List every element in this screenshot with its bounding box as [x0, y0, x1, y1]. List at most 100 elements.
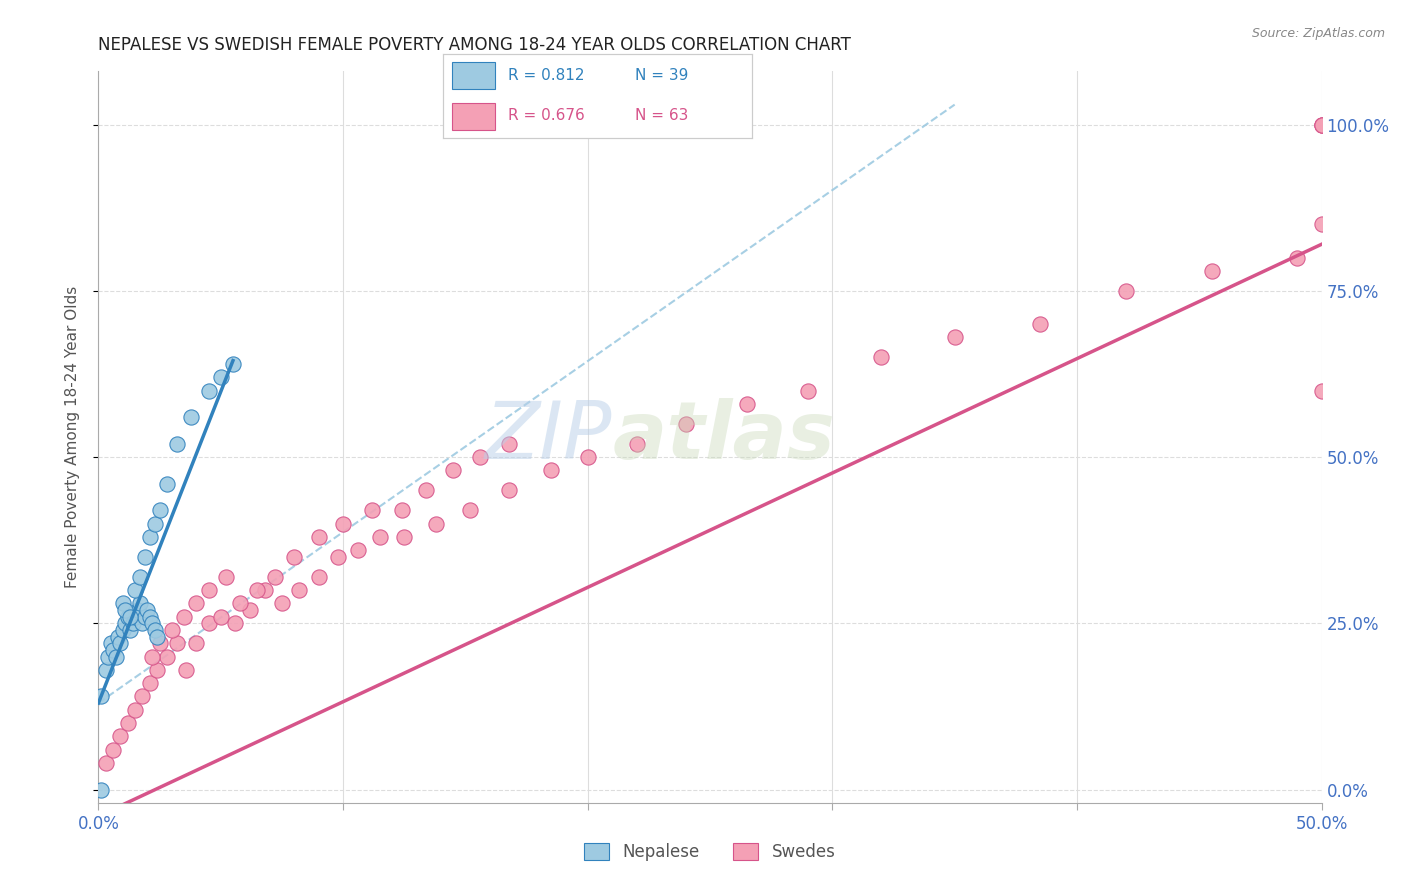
Point	[224, 616, 246, 631]
Point	[246, 582, 269, 597]
Point	[114, 603, 136, 617]
Point	[209, 370, 232, 384]
Point	[283, 549, 305, 564]
Point	[1310, 118, 1333, 132]
Point	[392, 530, 416, 544]
Point	[97, 649, 120, 664]
Point	[870, 351, 893, 365]
Point	[368, 530, 391, 544]
Point	[129, 570, 152, 584]
Point	[626, 436, 648, 450]
Point	[149, 636, 172, 650]
Text: N = 39: N = 39	[634, 68, 688, 83]
Point	[110, 636, 132, 650]
Point	[166, 436, 188, 450]
Point	[124, 582, 146, 597]
Point	[186, 596, 208, 610]
Point	[1310, 384, 1333, 398]
Point	[229, 596, 252, 610]
Point	[114, 616, 136, 631]
Y-axis label: Female Poverty Among 18-24 Year Olds: Female Poverty Among 18-24 Year Olds	[65, 286, 80, 588]
Point	[139, 609, 162, 624]
Point	[146, 630, 169, 644]
Point	[111, 596, 134, 610]
Point	[197, 582, 219, 597]
Point	[107, 630, 129, 644]
Point	[498, 436, 520, 450]
Point	[498, 483, 520, 498]
Point	[468, 450, 491, 464]
Point	[197, 384, 219, 398]
Point	[308, 530, 330, 544]
Point	[160, 623, 183, 637]
Point	[146, 663, 169, 677]
Point	[166, 636, 188, 650]
Point	[270, 596, 294, 610]
Text: atlas: atlas	[612, 398, 835, 476]
Point	[253, 582, 276, 597]
Point	[391, 503, 413, 517]
Point	[110, 729, 132, 743]
Point	[104, 649, 127, 664]
Bar	[453, 62, 495, 89]
Point	[143, 623, 166, 637]
Point	[943, 330, 966, 344]
Point	[143, 516, 166, 531]
Point	[90, 690, 112, 704]
Point	[124, 703, 146, 717]
Point	[156, 476, 179, 491]
Point	[141, 649, 163, 664]
Point	[117, 716, 139, 731]
Point	[94, 663, 117, 677]
Point	[141, 616, 163, 631]
Point	[332, 516, 354, 531]
Point	[117, 609, 139, 624]
Point	[540, 463, 562, 477]
Point	[1310, 217, 1333, 231]
Point	[100, 636, 122, 650]
Point	[101, 742, 124, 756]
Text: R = 0.812: R = 0.812	[508, 68, 585, 83]
Text: N = 63: N = 63	[634, 108, 688, 123]
Point	[797, 384, 820, 398]
Point	[94, 756, 117, 770]
Point	[415, 483, 437, 498]
Point	[197, 616, 219, 631]
Point	[288, 582, 311, 597]
Point	[111, 623, 134, 637]
Point	[129, 596, 152, 610]
Point	[1029, 317, 1052, 331]
Point	[139, 530, 162, 544]
Point	[1201, 264, 1223, 278]
Point	[173, 609, 195, 624]
Point	[1286, 251, 1309, 265]
Point	[131, 690, 153, 704]
Point	[1310, 118, 1333, 132]
Point	[136, 603, 159, 617]
Point	[239, 603, 262, 617]
Point	[1115, 284, 1137, 298]
Text: Source: ZipAtlas.com: Source: ZipAtlas.com	[1251, 27, 1385, 40]
Point	[361, 503, 384, 517]
Text: NEPALESE VS SWEDISH FEMALE POVERTY AMONG 18-24 YEAR OLDS CORRELATION CHART: NEPALESE VS SWEDISH FEMALE POVERTY AMONG…	[98, 36, 851, 54]
Point	[222, 357, 245, 371]
Point	[458, 503, 481, 517]
Point	[176, 663, 198, 677]
Point	[328, 549, 350, 564]
Point	[127, 603, 149, 617]
Point	[131, 616, 153, 631]
Point	[441, 463, 464, 477]
Point	[90, 782, 112, 797]
Point	[101, 643, 124, 657]
Point	[209, 609, 232, 624]
Point	[1310, 118, 1333, 132]
Point	[214, 570, 236, 584]
Point	[425, 516, 447, 531]
Text: R = 0.676: R = 0.676	[508, 108, 585, 123]
Legend: Nepalese, Swedes: Nepalese, Swedes	[578, 836, 842, 868]
Point	[124, 609, 146, 624]
Point	[149, 503, 172, 517]
Point	[735, 397, 758, 411]
Point	[120, 609, 142, 624]
Point	[346, 543, 368, 558]
